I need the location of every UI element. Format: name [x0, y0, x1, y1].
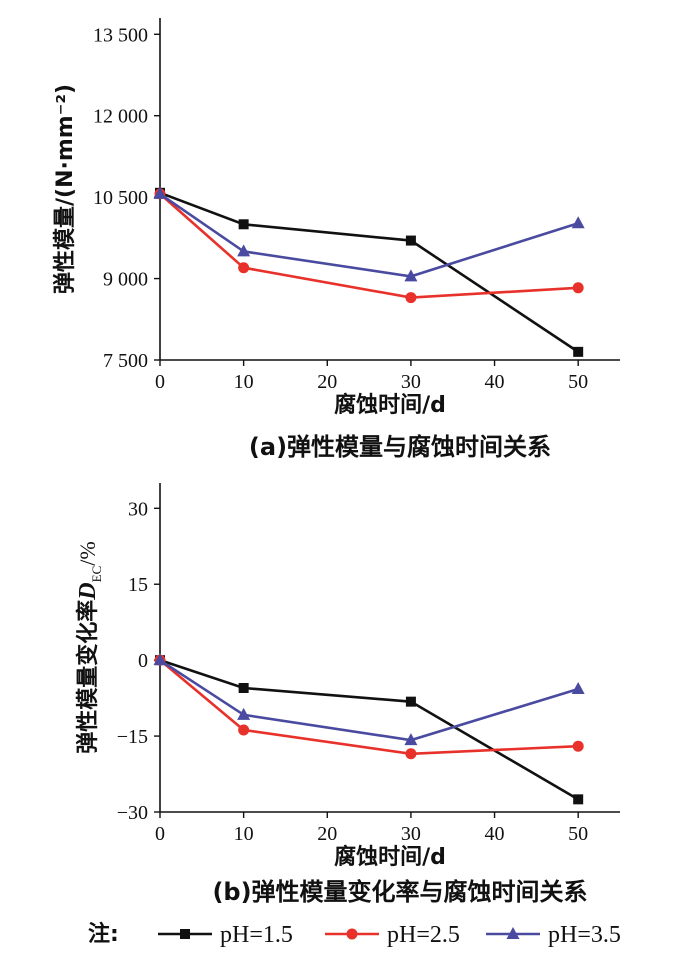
- x-tick-label: 20: [317, 371, 337, 393]
- y-tick-label: 0: [138, 650, 148, 672]
- series-line-pH=3.5: [159, 659, 579, 742]
- data-point-pH=3.5: [153, 653, 167, 666]
- legend-marker-pH=1.5: [180, 929, 190, 939]
- y-tick-label: 12 000: [93, 106, 148, 128]
- y-axis-title: 弹性模量变化率DEC/%: [75, 541, 104, 753]
- y-axis-title-main: 弹性模量变化率: [75, 600, 101, 754]
- x-tick-label: 40: [485, 823, 505, 845]
- data-point-pH=1.5: [238, 219, 249, 230]
- data-point-pH=3.5: [571, 216, 585, 229]
- x-tick-label: 50: [568, 823, 588, 845]
- x-tick-label: 20: [317, 823, 337, 845]
- x-axis-title: 腐蚀时间/d: [334, 844, 446, 870]
- y-tick-label: −15: [117, 726, 148, 748]
- y-tick-label: 15: [128, 574, 148, 596]
- data-point-pH=3.5: [153, 186, 167, 199]
- y-tick-label: 13 500: [93, 24, 148, 46]
- legend-label: pH=2.5: [387, 922, 460, 948]
- data-point-pH=3.5: [571, 682, 585, 695]
- series-line-pH=1.5: [159, 658, 579, 801]
- data-point-pH=2.5: [572, 740, 584, 752]
- data-point-pH=2.5: [238, 262, 250, 274]
- x-tick-label: 0: [155, 823, 165, 845]
- data-point-pH=2.5: [405, 748, 417, 760]
- data-point-pH=1.5: [238, 682, 249, 693]
- data-point-pH=1.5: [405, 696, 416, 707]
- series-line-pH=2.5: [159, 659, 579, 756]
- data-point-pH=1.5: [405, 235, 416, 246]
- data-point-pH=3.5: [237, 707, 251, 720]
- y-tick-label: 7 500: [103, 350, 148, 372]
- data-point-pH=2.5: [572, 282, 584, 294]
- y-tick-label: 9 000: [103, 269, 148, 291]
- legend: 注: pH=1.5 pH=2.5 pH=3.5: [88, 921, 621, 948]
- x-tick-label: 30: [401, 823, 421, 845]
- x-tick-label: 40: [485, 371, 505, 393]
- x-tick-label: 10: [234, 371, 254, 393]
- x-tick-label: 0: [155, 371, 165, 393]
- y-tick-label: 10 500: [93, 187, 148, 209]
- series-line-pH=2.5: [159, 192, 579, 299]
- panel-caption: (a)弹性模量与腐蚀时间关系: [249, 433, 551, 461]
- legend-label: pH=3.5: [548, 922, 621, 948]
- y-axis-title-var: D: [75, 582, 101, 600]
- data-point-pH=3.5: [237, 244, 251, 257]
- x-axis-title: 腐蚀时间/d: [334, 392, 446, 418]
- data-point-pH=1.5: [573, 794, 584, 805]
- modulus-chart: 7 500 9 000 10 500 12 000 13 500 0 10 20 30 40 50 腐…: [53, 18, 620, 461]
- data-point-pH=1.5: [573, 346, 584, 357]
- y-tick-label: 30: [128, 498, 148, 520]
- legend-label: pH=1.5: [220, 922, 293, 948]
- series-line-pH=1.5: [159, 191, 579, 353]
- data-point-pH=3.5: [404, 733, 418, 746]
- x-tick-label: 50: [568, 371, 588, 393]
- change-rate-chart: −30 −15 0 15 30 0 10 20 30 40 50 腐蚀时间/d 弹性模量变化率DEC/%…: [75, 483, 620, 906]
- panel-caption: (b)弹性模量变化率与腐蚀时间关系: [212, 878, 587, 906]
- x-tick-label: 30: [401, 371, 421, 393]
- y-tick-label: −30: [117, 802, 148, 824]
- y-axis-title: 弹性模量/(N·mm⁻²): [53, 84, 78, 294]
- data-point-pH=2.5: [405, 292, 417, 304]
- legend-marker-pH=2.5: [346, 928, 358, 940]
- legend-marker-pH=3.5: [506, 927, 520, 939]
- legend-note: 注:: [88, 921, 119, 947]
- data-point-pH=2.5: [238, 724, 250, 736]
- series-line-pH=3.5: [159, 192, 579, 278]
- x-tick-label: 10: [234, 823, 254, 845]
- y-axis-title-unit: /%: [75, 541, 100, 565]
- data-point-pH=3.5: [404, 269, 418, 282]
- y-axis-title-sub: EC: [89, 566, 104, 583]
